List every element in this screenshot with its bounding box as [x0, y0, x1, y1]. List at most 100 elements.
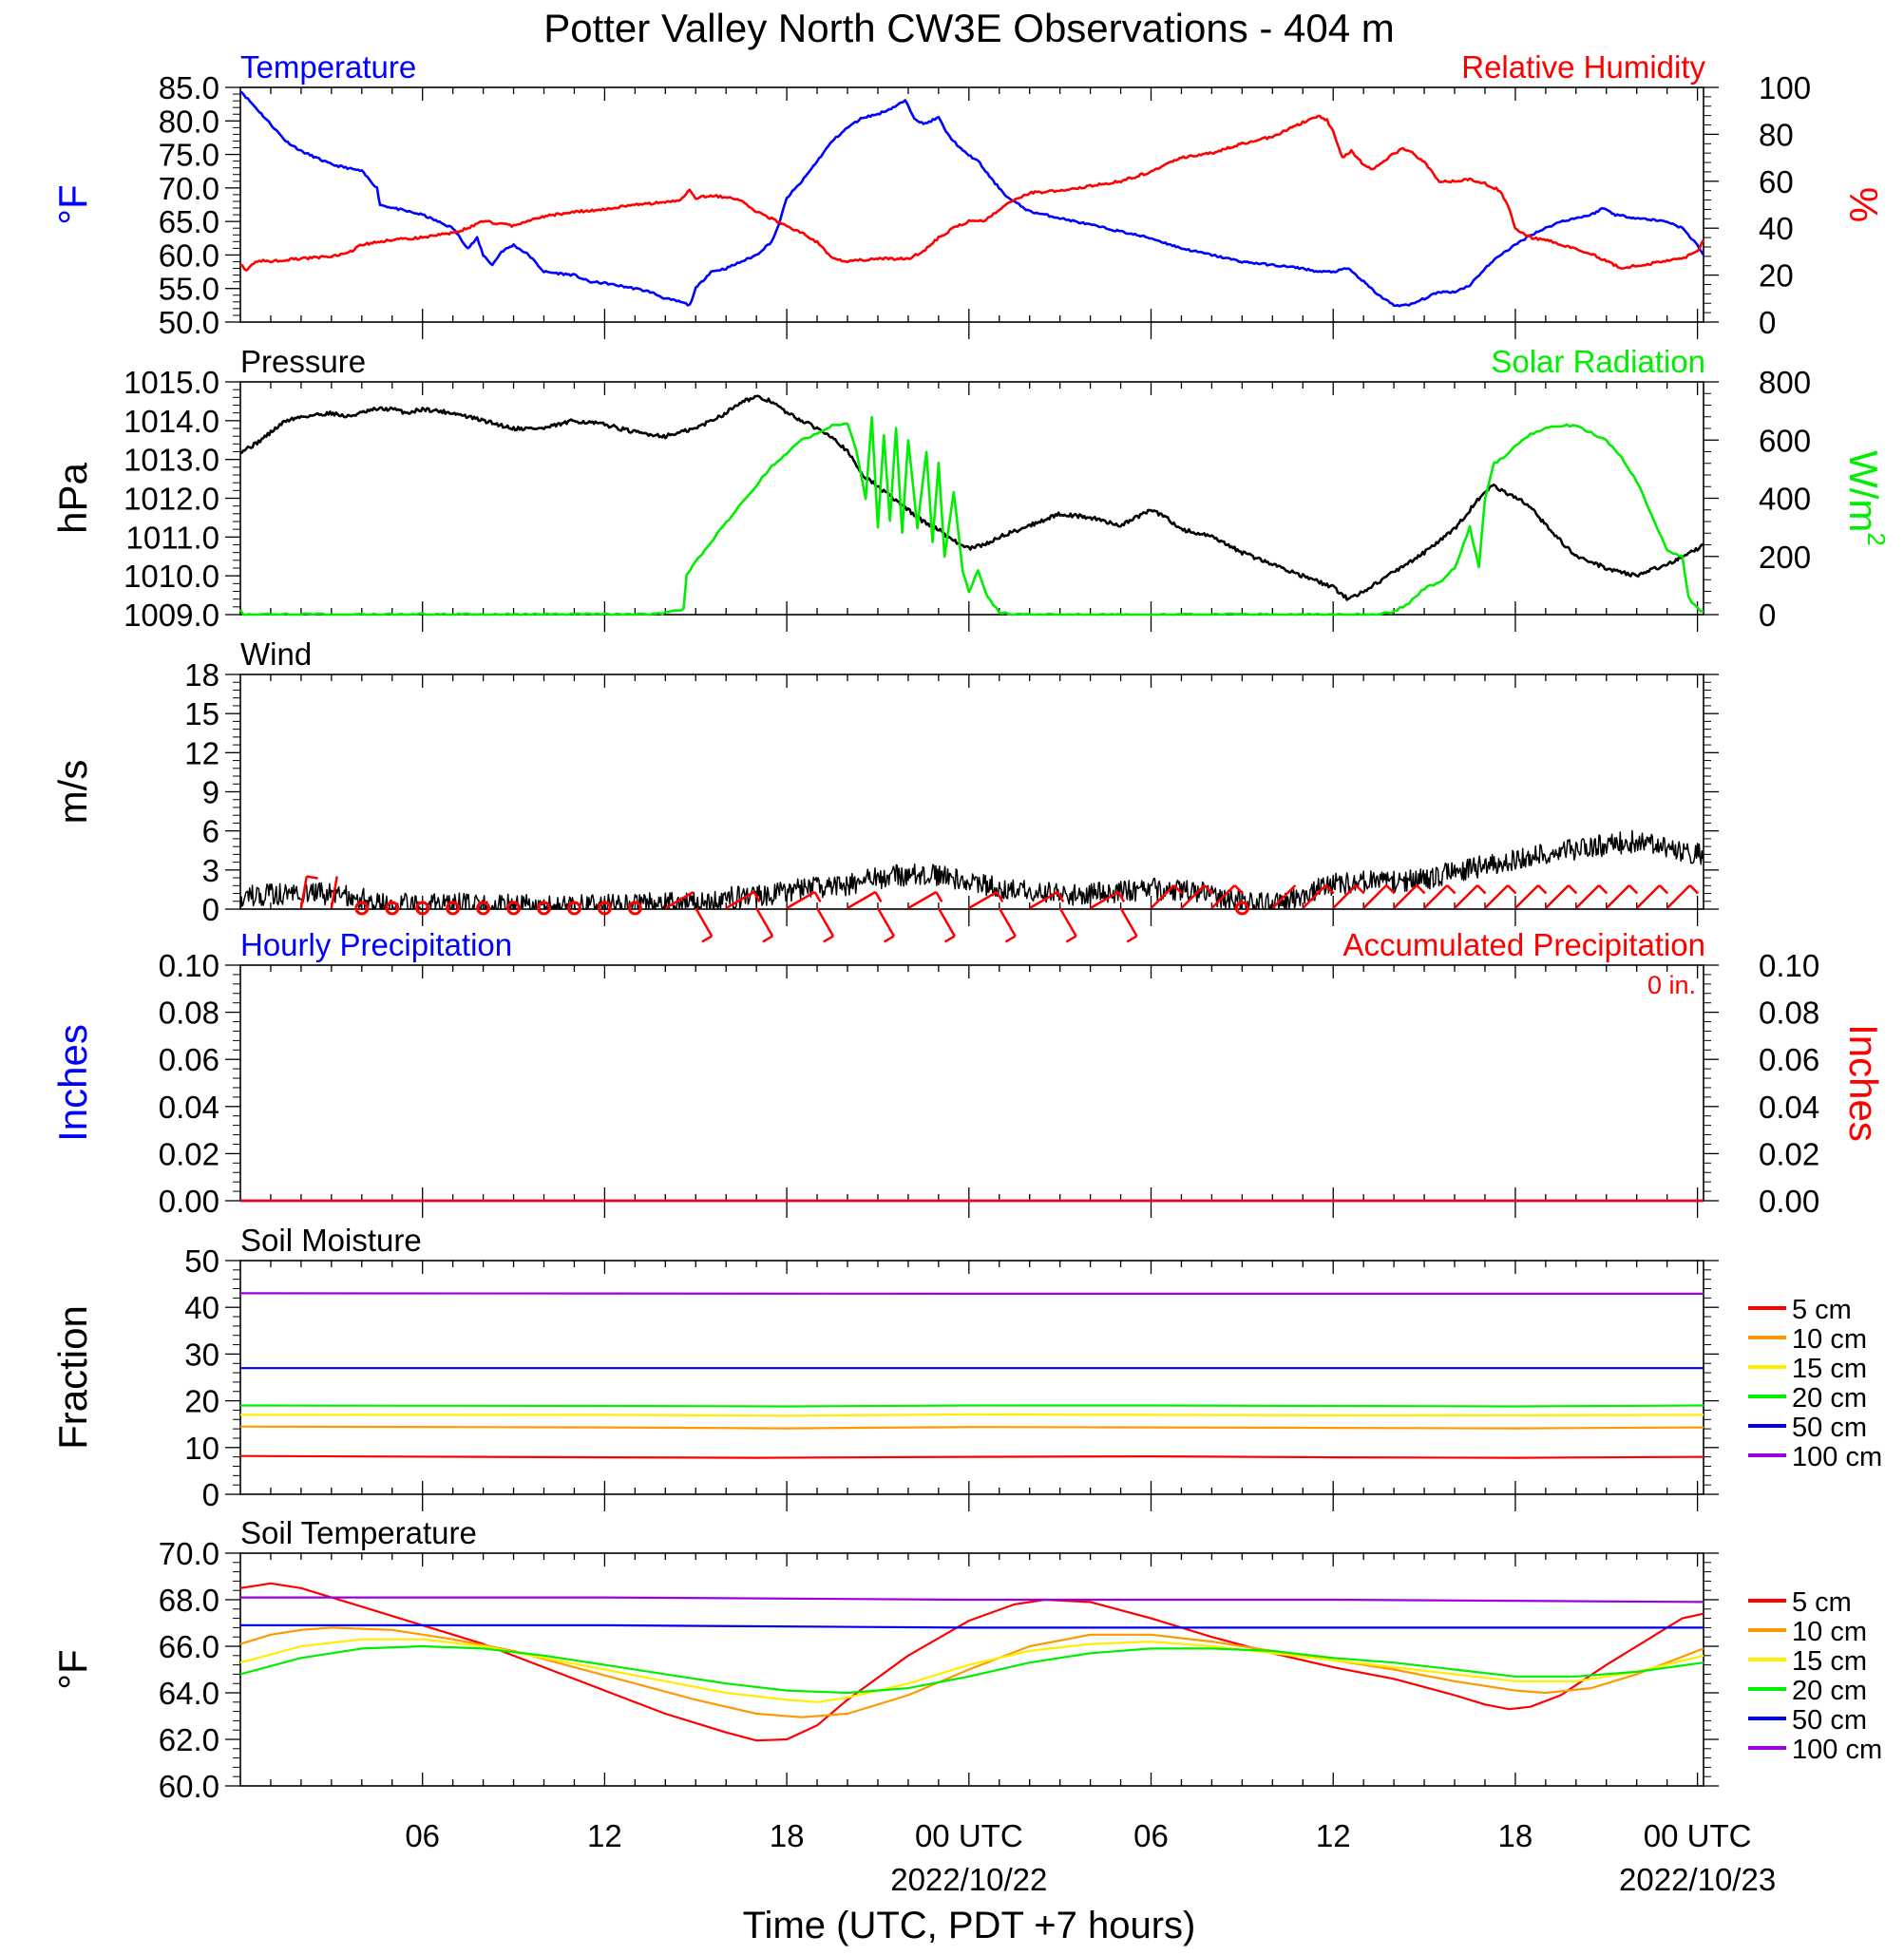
panel-4: 0.00 0.02 0.04 0.06 0.08 0.10 0.00 0.02 0.04 0.06…	[50, 927, 1886, 1219]
y-tick-label: 50.0	[159, 305, 219, 340]
wind-barb	[1454, 884, 1478, 909]
wind-barb-flag	[1568, 884, 1578, 895]
y-tick-label: 65.0	[159, 204, 219, 239]
wind-barb-flag	[1126, 935, 1138, 943]
panel-title-left: Wind	[240, 636, 312, 672]
wind-barb-flag	[1233, 884, 1244, 895]
y-tick-label: 10	[184, 1431, 219, 1466]
y-tick-label: 1015.0	[124, 365, 219, 400]
y-axis-label-left: °F	[50, 1649, 95, 1689]
wind-barb-flag	[1057, 891, 1065, 903]
wind-barb	[968, 890, 998, 910]
y-tick-label-right: 60	[1759, 164, 1794, 199]
wind-barb-flag	[762, 935, 773, 943]
panel-title-right: Relative Humidity	[1461, 49, 1705, 85]
y-tick-label: 30	[184, 1337, 219, 1372]
wind-barb	[847, 890, 877, 910]
wind-barb-calm	[627, 901, 642, 916]
panel-1: 50.055.060.065.070.075.080.085.0 0 20 40 60 8…	[50, 49, 1886, 340]
wind-barb	[1362, 884, 1388, 909]
y-tick-label-right: 600	[1759, 423, 1811, 458]
wind-barb	[1393, 884, 1418, 909]
wind-barb	[1484, 884, 1509, 909]
y-tick-label: 85.0	[159, 70, 219, 105]
wind-barb-flag	[1416, 884, 1426, 895]
wind-barb	[1058, 907, 1077, 938]
wind-barb	[1119, 907, 1138, 938]
wind-barb-flag	[1004, 935, 1017, 943]
wind-barb	[695, 907, 714, 938]
series-line-temperature	[239, 90, 1705, 308]
y-tick-label: 50	[184, 1243, 219, 1279]
y-tick-label: 1010.0	[124, 559, 219, 594]
series-line-15-cm	[239, 1638, 1704, 1703]
wind-barb	[1150, 884, 1175, 909]
x-tick-label: 12	[587, 1818, 622, 1853]
x-tick-label: 00 UTC	[915, 1818, 1023, 1853]
legend-label: 15 cm	[1792, 1354, 1867, 1384]
legend-label: 50 cm	[1792, 1705, 1867, 1736]
y-axis-label-right: %	[1841, 187, 1886, 222]
y-tick-label-right: 0	[1759, 305, 1776, 340]
wind-barb-flag	[1203, 884, 1213, 895]
series-line-5-cm	[239, 1454, 1704, 1459]
wind-barb-flag	[1658, 884, 1669, 895]
y-tick-label: 0.08	[159, 996, 219, 1031]
y-tick-label: 15	[184, 696, 219, 731]
y-tick-label: 70.0	[159, 171, 219, 206]
wind-barb	[907, 890, 937, 910]
x-tick-label: 18	[1498, 1818, 1533, 1853]
wind-barb-flag	[1446, 884, 1457, 895]
series-line-5-cm	[239, 1582, 1704, 1742]
y-axis-label-superscript: 2	[1862, 532, 1891, 545]
y-tick-label: 6	[202, 814, 219, 849]
series-line-100-cm	[239, 1292, 1704, 1295]
wind-barb	[786, 890, 816, 910]
y-tick-label: 66.0	[159, 1629, 219, 1664]
y-tick-label: 40	[184, 1290, 219, 1325]
series-line-20-cm	[239, 1644, 1704, 1695]
wind-barb-flag	[1537, 884, 1548, 895]
y-tick-label: 1009.0	[124, 598, 219, 633]
series-line-10-cm	[239, 1425, 1704, 1430]
x-tick-label: 06	[405, 1818, 440, 1853]
wind-barb-flag	[752, 891, 761, 903]
series-line-20-cm	[239, 1404, 1704, 1408]
wind-barb	[1302, 884, 1327, 909]
wind-barb	[1180, 884, 1206, 909]
series-line-15-cm	[240, 1413, 1704, 1417]
y-axis-label-left: Inches	[50, 1024, 95, 1142]
y-tick-label: 0.00	[159, 1184, 219, 1219]
series-line-100-cm	[240, 1596, 1704, 1604]
wind-barb	[1574, 884, 1600, 909]
wind-barb	[1210, 884, 1236, 909]
y-axis-label-right: Inches	[1841, 1024, 1886, 1142]
y-tick-label-right: 0	[1759, 598, 1776, 633]
wind-barb-flag	[1597, 884, 1609, 895]
wind-barb-flag	[813, 891, 822, 903]
y-tick-label: 80.0	[159, 104, 219, 139]
legend-label: 100 cm	[1792, 1735, 1882, 1765]
y-tick-label-right: 0.04	[1759, 1090, 1819, 1125]
y-tick-label-right: 800	[1759, 365, 1811, 400]
wind-barb-flag	[1385, 884, 1396, 895]
wind-barb-calm	[506, 901, 522, 916]
wind-barb	[1423, 884, 1448, 909]
y-tick-label: 12	[184, 735, 219, 770]
wind-barb	[876, 907, 896, 938]
x-tick-label: 00 UTC	[1644, 1818, 1752, 1853]
wind-barb-calm	[597, 901, 612, 916]
wind-barb-calm	[354, 901, 370, 916]
x-tick-label: 06	[1133, 1818, 1169, 1853]
wind-barb-flag	[1476, 884, 1487, 895]
y-tick-label: 55.0	[159, 272, 219, 307]
panel-title-left: Soil Temperature	[240, 1515, 477, 1550]
y-tick-label-right: 80	[1759, 117, 1794, 152]
y-tick-label: 0	[202, 1477, 219, 1512]
legend-label: 20 cm	[1792, 1383, 1867, 1414]
wind-barb	[998, 907, 1017, 938]
wind-barb-flag	[701, 935, 713, 943]
y-tick-label: 60.0	[159, 237, 219, 273]
wind-barb	[1635, 884, 1661, 909]
